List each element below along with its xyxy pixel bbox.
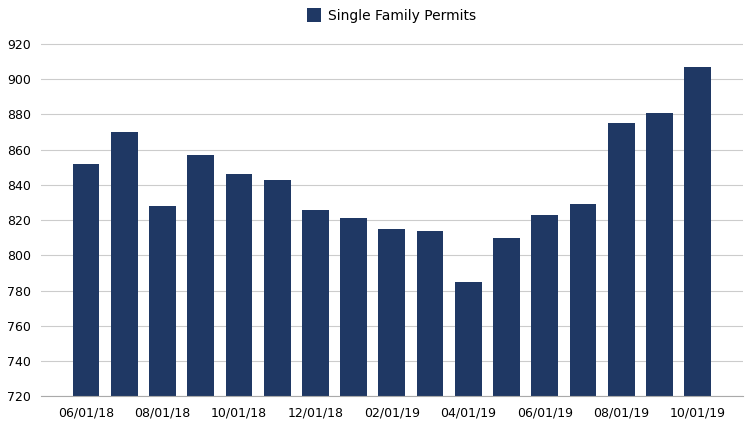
Bar — [73, 164, 99, 426]
Bar — [608, 123, 634, 426]
Bar — [455, 282, 482, 426]
Bar — [379, 229, 405, 426]
Bar — [111, 132, 137, 426]
Bar — [570, 204, 596, 426]
Bar — [188, 155, 214, 426]
Bar — [340, 219, 367, 426]
Bar — [646, 112, 673, 426]
Bar — [264, 180, 290, 426]
Legend: Single Family Permits: Single Family Permits — [302, 3, 482, 29]
Bar — [417, 230, 443, 426]
Bar — [226, 174, 252, 426]
Bar — [149, 206, 176, 426]
Bar — [494, 238, 520, 426]
Bar — [684, 67, 711, 426]
Bar — [302, 210, 328, 426]
Bar — [532, 215, 558, 426]
